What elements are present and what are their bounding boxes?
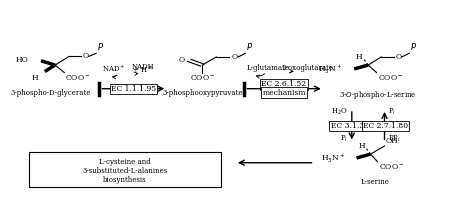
Text: $\it{P}$: $\it{P}$ [246, 41, 253, 52]
Text: $\it{P}$: $\it{P}$ [97, 41, 104, 52]
Text: O: O [395, 53, 401, 61]
Text: mechanism: mechanism [262, 89, 306, 97]
Text: L-glutamate: L-glutamate [246, 64, 290, 72]
Text: 3-phosphooxypyruvate: 3-phosphooxypyruvate [162, 89, 243, 97]
Text: EC 1.1.1.95: EC 1.1.1.95 [111, 85, 156, 93]
Text: H$_2$O: H$_2$O [331, 107, 348, 117]
Text: COO$^-$: COO$^-$ [191, 74, 216, 83]
Text: COO$^-$: COO$^-$ [379, 163, 404, 172]
Text: 3-phospho-D-glycerate: 3-phospho-D-glycerate [10, 89, 91, 97]
Text: L-serine: L-serine [361, 178, 390, 186]
Text: 2-oxoglutarate: 2-oxoglutarate [282, 64, 334, 72]
Text: HO: HO [15, 56, 28, 64]
Text: H$_3$N$^+$: H$_3$N$^+$ [319, 63, 342, 76]
Text: 3-substituted-L-alanines: 3-substituted-L-alanines [82, 167, 168, 175]
Text: EC 3.1.3.3: EC 3.1.3.3 [330, 122, 371, 130]
Text: 3-$O$-phospho-L-serine: 3-$O$-phospho-L-serine [339, 89, 416, 101]
Text: COO$^-$: COO$^-$ [377, 74, 403, 83]
Text: + H$^+$: + H$^+$ [132, 64, 153, 75]
Text: $\it{P}$: $\it{P}$ [410, 41, 417, 52]
Text: O: O [82, 52, 88, 60]
Text: NADH: NADH [132, 63, 155, 71]
Text: P$_i$: P$_i$ [340, 134, 348, 145]
Text: EC 2.7.1.80: EC 2.7.1.80 [363, 122, 408, 130]
Text: O: O [178, 56, 184, 64]
Text: EC 2.6.1.52: EC 2.6.1.52 [262, 80, 307, 88]
FancyBboxPatch shape [29, 152, 221, 187]
Text: OH: OH [386, 137, 399, 145]
Text: H: H [358, 142, 365, 150]
Text: H: H [32, 74, 39, 82]
Text: biosynthesis: biosynthesis [103, 176, 147, 184]
Text: PP$_i$: PP$_i$ [388, 134, 401, 145]
Text: H: H [356, 53, 363, 61]
Text: O: O [231, 53, 237, 61]
Text: L-cysteine and: L-cysteine and [99, 158, 151, 166]
Text: H$_3$N$^+$: H$_3$N$^+$ [320, 152, 345, 165]
Text: NAD$^+$: NAD$^+$ [102, 64, 125, 74]
Text: P$_i$: P$_i$ [388, 107, 396, 117]
Text: COO$^-$: COO$^-$ [65, 74, 91, 83]
